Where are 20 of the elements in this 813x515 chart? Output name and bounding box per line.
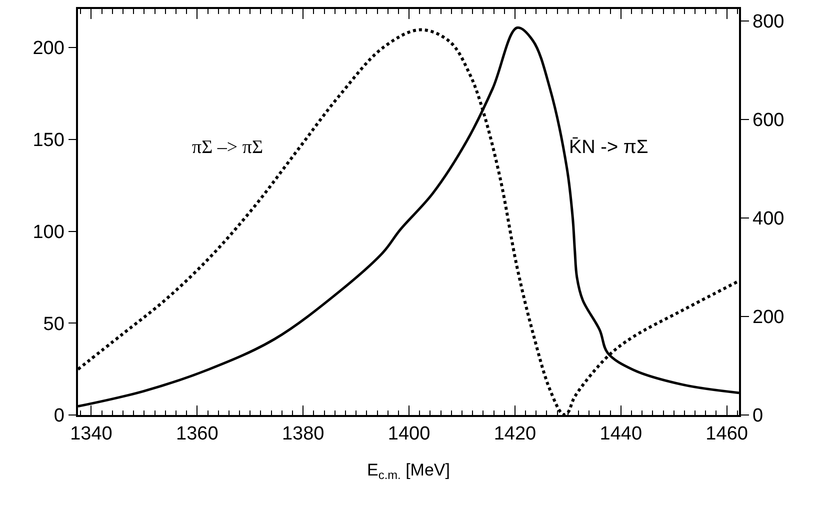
- series-label: πΣ –> πΣ: [192, 137, 264, 158]
- y-tick-label: 50: [43, 314, 64, 335]
- y-tick-label: 150: [32, 130, 64, 152]
- x-tick-label: 1360: [176, 424, 218, 445]
- y-tick-label: 100: [32, 222, 64, 243]
- series-label: K̄N -> πΣ: [569, 137, 648, 158]
- y2-tick-label: 600: [752, 110, 784, 132]
- x-tick-label: 1420: [494, 424, 536, 445]
- x-tick-label: 1440: [600, 424, 642, 445]
- y-tick-label: 0: [54, 406, 64, 427]
- x-tick-label: 1380: [282, 424, 324, 445]
- x-tick-label: 1400: [388, 424, 430, 445]
- x-tick-label: 1460: [706, 424, 748, 445]
- y2-tick-label: 400: [752, 208, 784, 230]
- y2-tick-label: 200: [752, 307, 784, 328]
- y-tick-label: 200: [32, 38, 64, 60]
- y2-tick-label: 0: [752, 406, 764, 427]
- x-tick-label: 1340: [70, 424, 112, 445]
- x-axis-title: E$_{c.m.}$ [MeV]: [367, 460, 450, 482]
- y2-tick-label: 800: [752, 11, 784, 32]
